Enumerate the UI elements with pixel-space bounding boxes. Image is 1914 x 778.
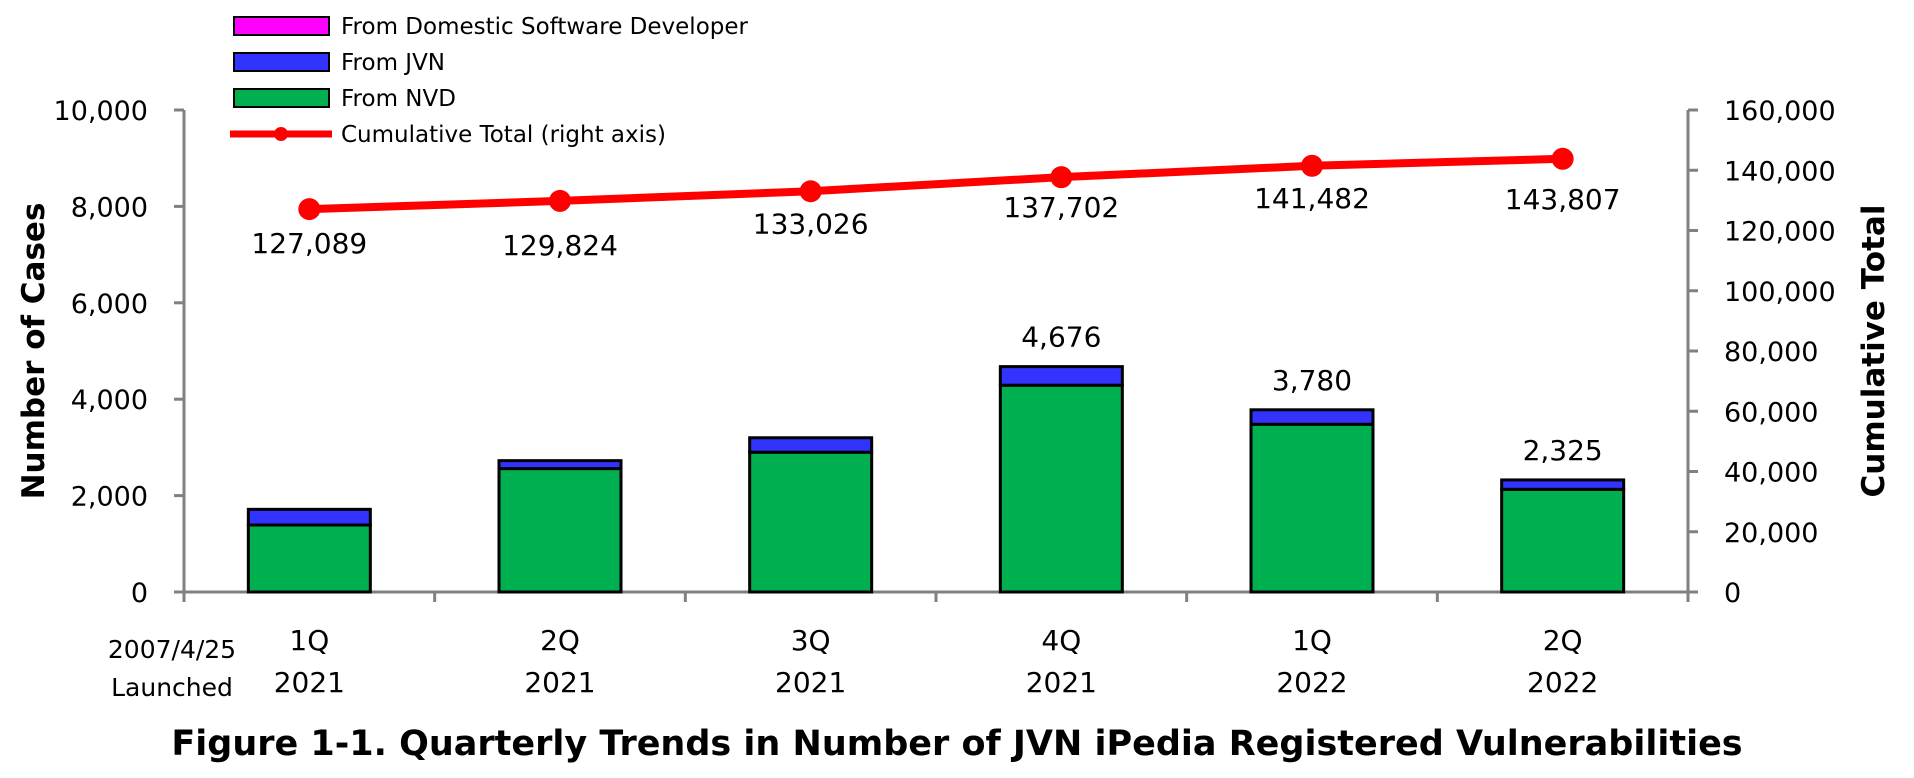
right-tick-label: 80,000	[1724, 337, 1818, 368]
cumulative-value-label: 143,807	[1505, 183, 1621, 216]
x-tick-label-quarter: 1Q	[1292, 624, 1332, 657]
launch-date-label: 2007/4/25	[108, 635, 236, 664]
bar-segment	[748, 436, 874, 454]
x-tick-label-quarter: 2Q	[1543, 624, 1583, 657]
labels: 4,676 3,780 2,325 127,089 129,824 133,026 137,…	[251, 182, 1620, 467]
cumulative-value-label: 137,702	[1003, 191, 1119, 224]
bar-total-label: 2,325	[1523, 434, 1603, 467]
chart-title: Figure 1-1. Quarterly Trends in Number o…	[171, 724, 1742, 764]
cumulative-value-label: 129,824	[502, 229, 618, 262]
x-tick-label-quarter: 1Q	[289, 624, 329, 657]
x-tick-label-quarter: 3Q	[791, 624, 831, 657]
right-tick-label: 120,000	[1724, 217, 1836, 248]
right-tick-label: 0	[1724, 578, 1741, 609]
cumulative-value-label: 127,089	[251, 227, 367, 260]
bar-segment	[998, 365, 1124, 387]
cumulative-point	[799, 180, 822, 203]
bar-segment	[497, 467, 623, 594]
left-tick-label: 4,000	[71, 385, 148, 416]
x-tick-label-quarter: 4Q	[1041, 624, 1081, 657]
bars	[246, 365, 1626, 594]
y2-axis-title: Cumulative Total	[1856, 205, 1892, 498]
bar-segment	[1249, 422, 1375, 594]
cumulative-point	[549, 189, 571, 212]
legend-label: Cumulative Total (right axis)	[341, 122, 666, 148]
right-tick-label: 40,000	[1724, 458, 1818, 489]
left-tick-label: 2,000	[71, 482, 148, 513]
x-tick-label-year: 2022	[1276, 666, 1347, 699]
bar-segment	[246, 507, 372, 527]
legend-swatch	[233, 16, 330, 36]
bar-segment	[1249, 408, 1375, 426]
x-tick-label-year: 2021	[274, 666, 345, 699]
cumulative-point	[1301, 154, 1323, 177]
bar-segment	[246, 523, 372, 594]
cumulative-value-label: 141,482	[1254, 182, 1370, 215]
bar-segment	[1500, 478, 1626, 491]
x-tick-label-year: 2021	[524, 666, 595, 699]
right-tick-label: 160,000	[1724, 96, 1836, 127]
legend: From Domestic Software Developer From JVN…	[230, 14, 749, 148]
bar-segment	[998, 383, 1124, 594]
bar-segment	[497, 459, 623, 471]
cumulative-value-label: 133,026	[753, 207, 869, 240]
right-tick-label: 20,000	[1724, 518, 1818, 549]
bar-segment	[1500, 487, 1626, 594]
left-tick-label: 10,000	[54, 96, 148, 127]
legend-swatch	[233, 52, 330, 72]
launch-note-label: Launched	[111, 673, 233, 702]
left-tick-label: 6,000	[71, 289, 148, 320]
right-tick-label: 100,000	[1724, 277, 1836, 308]
cumulative-point	[1551, 147, 1574, 170]
left-tick-label: 8,000	[71, 192, 148, 223]
legend-label: From Domestic Software Developer	[341, 14, 749, 40]
cumulative-line	[298, 147, 1574, 221]
legend-marker	[274, 127, 288, 141]
axes: 0 2,000 4,000 6,000 8,000 10,000 0 20,000 40,000…	[16, 96, 1892, 702]
cumulative-point	[1050, 166, 1073, 189]
bar-segment	[748, 450, 874, 594]
x-tick-label-year: 2021	[775, 666, 846, 699]
legend-label: From NVD	[341, 86, 456, 112]
legend-swatch	[233, 88, 330, 108]
right-tick-label: 60,000	[1724, 397, 1818, 428]
x-tick-label-year: 2022	[1527, 666, 1598, 699]
bar-total-label: 3,780	[1272, 364, 1352, 397]
bar-total-label: 4,676	[1021, 321, 1101, 354]
y-axis-title: Number of Cases	[16, 203, 52, 500]
x-tick-label-quarter: 2Q	[540, 624, 580, 657]
cumulative-point	[298, 198, 321, 221]
legend-label: From JVN	[341, 50, 445, 76]
x-tick-label-year: 2021	[1026, 666, 1097, 699]
left-tick-label: 0	[131, 578, 148, 609]
cumulative-line-path	[309, 154, 1563, 214]
right-tick-label: 140,000	[1724, 156, 1836, 187]
